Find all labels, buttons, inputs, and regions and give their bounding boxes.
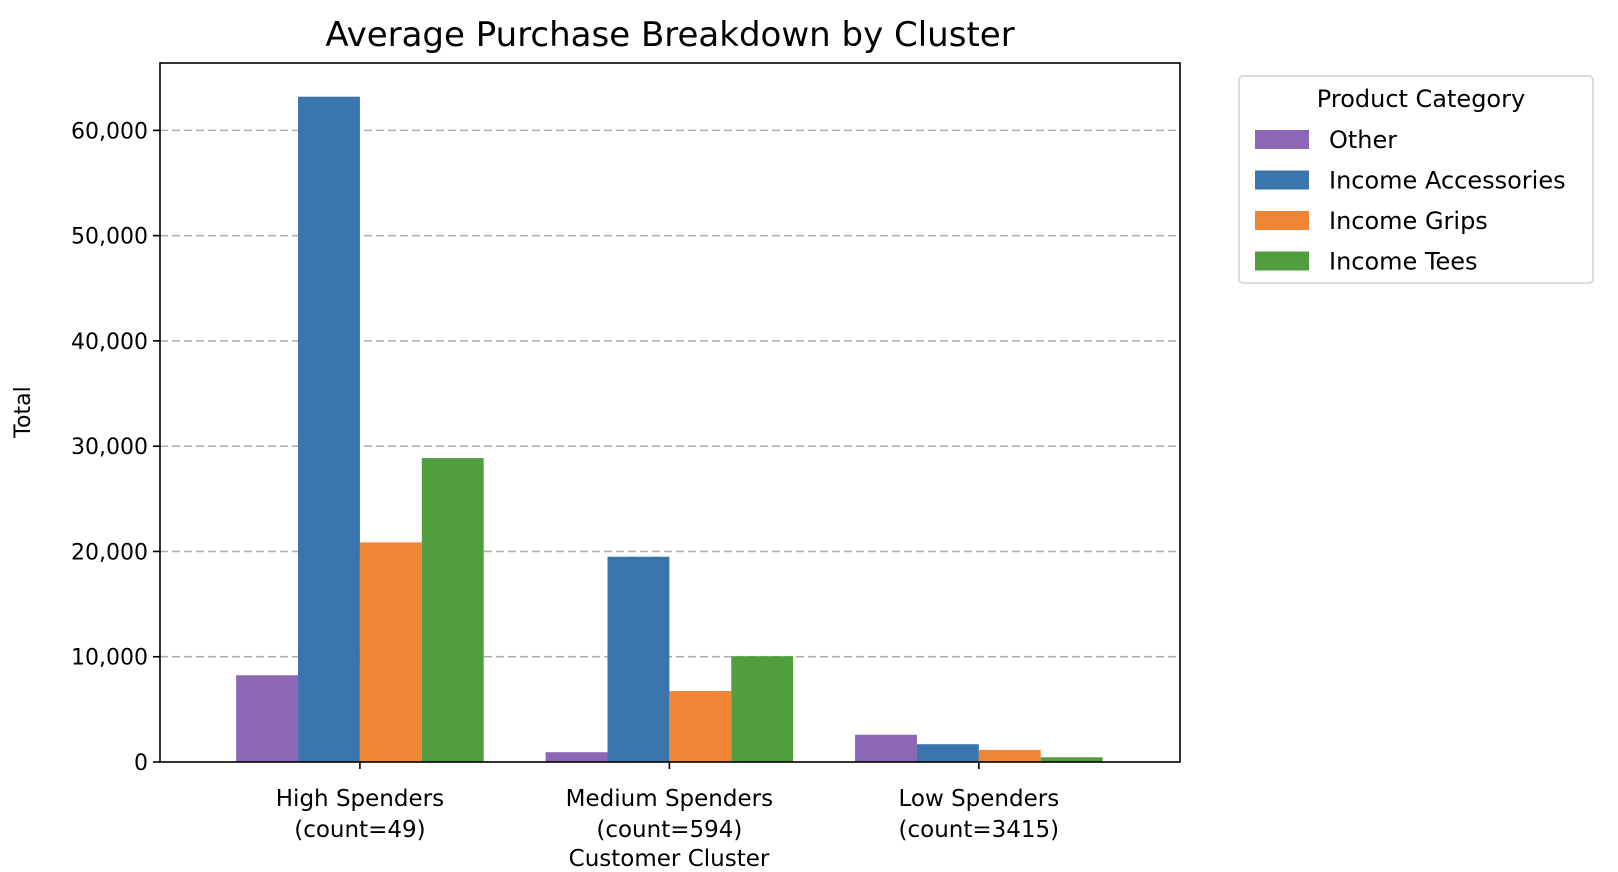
bar-income-tees — [731, 656, 794, 762]
legend: Product Category Other Income Accessories… — [1238, 75, 1594, 284]
bar-other — [855, 734, 917, 762]
legend-swatch — [1255, 251, 1309, 271]
bar-income-accessories — [298, 96, 360, 762]
x-tick-count: (count=49) — [294, 817, 425, 843]
x-tick-label: High Spenders — [276, 786, 444, 812]
x-tick-count: (count=3415) — [899, 817, 1060, 843]
x-tick-label: Medium Spenders — [566, 786, 773, 812]
x-axis-label: Customer Cluster — [569, 846, 770, 872]
chart-title: Average Purchase Breakdown by Cluster — [325, 15, 1014, 55]
y-tick-label: 40,000 — [71, 330, 148, 355]
bar-income-grips — [359, 542, 422, 762]
x-tick-label: Low Spenders — [898, 786, 1059, 812]
bar-income-grips — [669, 691, 732, 762]
y-tick-label: 20,000 — [71, 540, 148, 565]
bar-income-tees — [1040, 757, 1103, 762]
x-tick-count: (count=594) — [596, 817, 742, 843]
legend-label: Other — [1329, 126, 1397, 154]
y-tick-label: 0 — [134, 751, 148, 776]
y-tick-label: 60,000 — [71, 119, 148, 144]
legend-label: Income Grips — [1329, 207, 1488, 235]
y-tick-label: 50,000 — [71, 225, 148, 250]
bar-income-grips — [978, 749, 1041, 762]
bar-income-accessories — [607, 556, 670, 762]
bar-income-accessories — [916, 744, 979, 762]
y-tick-label: 10,000 — [71, 646, 148, 671]
legend-title: Product Category — [1317, 85, 1525, 113]
y-tick-label: 30,000 — [71, 435, 148, 460]
legend-label: Income Tees — [1329, 248, 1478, 276]
legend-swatch — [1255, 170, 1309, 190]
legend-label: Income Accessories — [1329, 167, 1566, 195]
legend-box — [1238, 75, 1594, 284]
legend-swatch — [1255, 211, 1309, 230]
bar-other — [545, 752, 608, 762]
y-axis-label: Total — [11, 386, 36, 438]
bar-other — [236, 675, 299, 762]
legend-swatch — [1255, 130, 1309, 149]
bar-income-tees — [421, 458, 484, 762]
